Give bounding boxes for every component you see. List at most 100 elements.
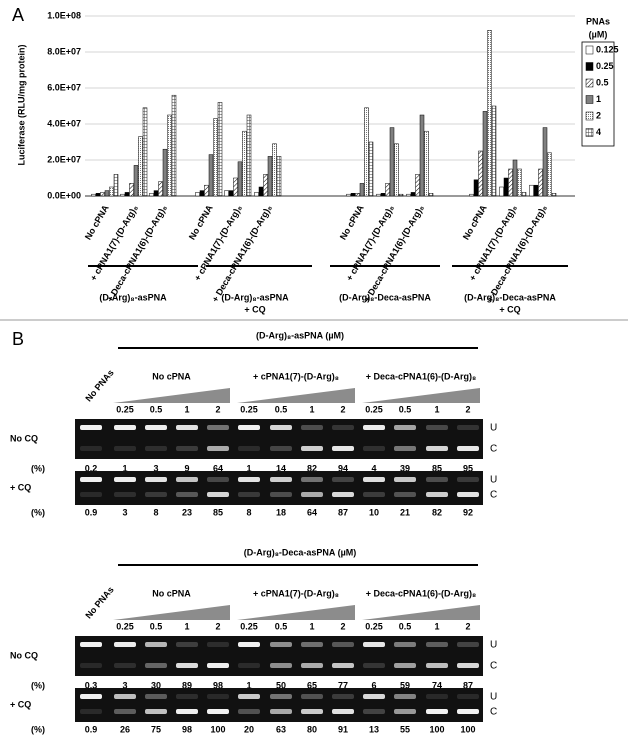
bar <box>376 193 381 197</box>
percent: 80 <box>307 724 317 734</box>
band-c <box>207 663 229 668</box>
bar <box>142 107 148 197</box>
percent: 100 <box>210 724 225 734</box>
percent: 77 <box>338 680 348 690</box>
legend-label: 1 <box>596 94 601 104</box>
band-c <box>426 446 448 451</box>
band-c <box>80 709 102 714</box>
band-label: C <box>490 661 497 672</box>
bar <box>380 193 386 197</box>
percent: 63 <box>276 724 286 734</box>
band-c <box>457 663 479 668</box>
concentration: 2 <box>215 404 220 414</box>
band-u <box>426 477 448 482</box>
percent: 100 <box>429 724 444 734</box>
bar <box>199 190 205 197</box>
percent: 1 <box>246 463 251 473</box>
band-c <box>145 446 167 451</box>
bar <box>213 118 218 197</box>
band-label: U <box>490 640 497 651</box>
band-c <box>301 709 323 714</box>
percent: 3 <box>153 463 158 473</box>
band-u <box>457 477 479 482</box>
bar <box>124 192 130 197</box>
bar <box>129 183 134 197</box>
band-c <box>270 663 292 668</box>
band-u <box>394 425 416 430</box>
band-u <box>301 694 323 699</box>
band-c <box>145 492 167 497</box>
band-c <box>394 663 416 668</box>
bar <box>104 190 110 197</box>
band-c <box>457 446 479 451</box>
bar <box>491 105 497 197</box>
concentration: 0.5 <box>399 404 412 414</box>
x-tick-label: + Deca-cPNA1(6)-(D-Arg)₈ <box>105 203 169 304</box>
percent: 0.3 <box>85 680 98 690</box>
bar <box>547 152 552 197</box>
band-u <box>207 425 229 430</box>
band-u <box>80 694 102 699</box>
band-u <box>426 425 448 430</box>
triangle <box>237 605 355 620</box>
bar <box>167 114 172 197</box>
band-u <box>394 642 416 647</box>
group-label: + CQ <box>499 304 520 314</box>
percent: 20 <box>244 724 254 734</box>
percent: 6 <box>371 680 376 690</box>
band-c <box>270 709 292 714</box>
percent: 26 <box>120 724 130 734</box>
bar <box>204 184 209 197</box>
group-label: + Deca-cPNA1(6)-(D-Arg)₈ <box>366 588 476 598</box>
band-c <box>80 492 102 497</box>
gel-title: (D-Arg)₈-Deca-asPNA (µM) <box>244 547 357 557</box>
band-u <box>426 694 448 699</box>
band-c <box>457 492 479 497</box>
band-c <box>238 492 260 497</box>
bar <box>503 177 509 197</box>
band-u <box>363 477 385 482</box>
band-u <box>238 694 260 699</box>
legend-swatch <box>585 95 594 104</box>
group-label: + CQ <box>244 304 265 314</box>
band-c <box>80 663 102 668</box>
band-u <box>80 477 102 482</box>
band-c <box>301 663 323 668</box>
y-tick-label: 4.0E+07 <box>47 118 81 128</box>
band-u <box>145 694 167 699</box>
band-u <box>238 477 260 482</box>
percent: 4 <box>371 463 376 473</box>
percent: 64 <box>307 507 317 517</box>
bar <box>469 193 474 197</box>
bar <box>272 143 277 197</box>
band-u <box>332 694 354 699</box>
bar <box>233 177 238 197</box>
bar <box>195 192 200 197</box>
percent: 98 <box>213 680 223 690</box>
percent: 0.9 <box>85 724 98 734</box>
band-c <box>426 663 448 668</box>
percent: 91 <box>338 724 348 734</box>
triangle <box>237 388 355 403</box>
y-tick-label: 0.0E+00 <box>47 190 81 200</box>
bar <box>473 179 479 197</box>
band-c <box>301 446 323 451</box>
bar <box>208 154 214 197</box>
legend-unit: (µM) <box>589 29 608 39</box>
band-u <box>332 642 354 647</box>
bar <box>346 193 351 197</box>
legend-label: 2 <box>596 110 601 120</box>
band-u <box>301 425 323 430</box>
bar <box>508 168 513 197</box>
x-tick-label: No cPNA <box>338 203 366 242</box>
percent: 98 <box>182 724 192 734</box>
band-c <box>332 446 354 451</box>
bar <box>258 186 264 197</box>
band-u <box>457 642 479 647</box>
percent: 14 <box>276 463 286 473</box>
percent: 13 <box>369 724 379 734</box>
percent: 18 <box>276 507 286 517</box>
concentration: 2 <box>340 621 345 631</box>
legend-swatch <box>585 45 594 55</box>
